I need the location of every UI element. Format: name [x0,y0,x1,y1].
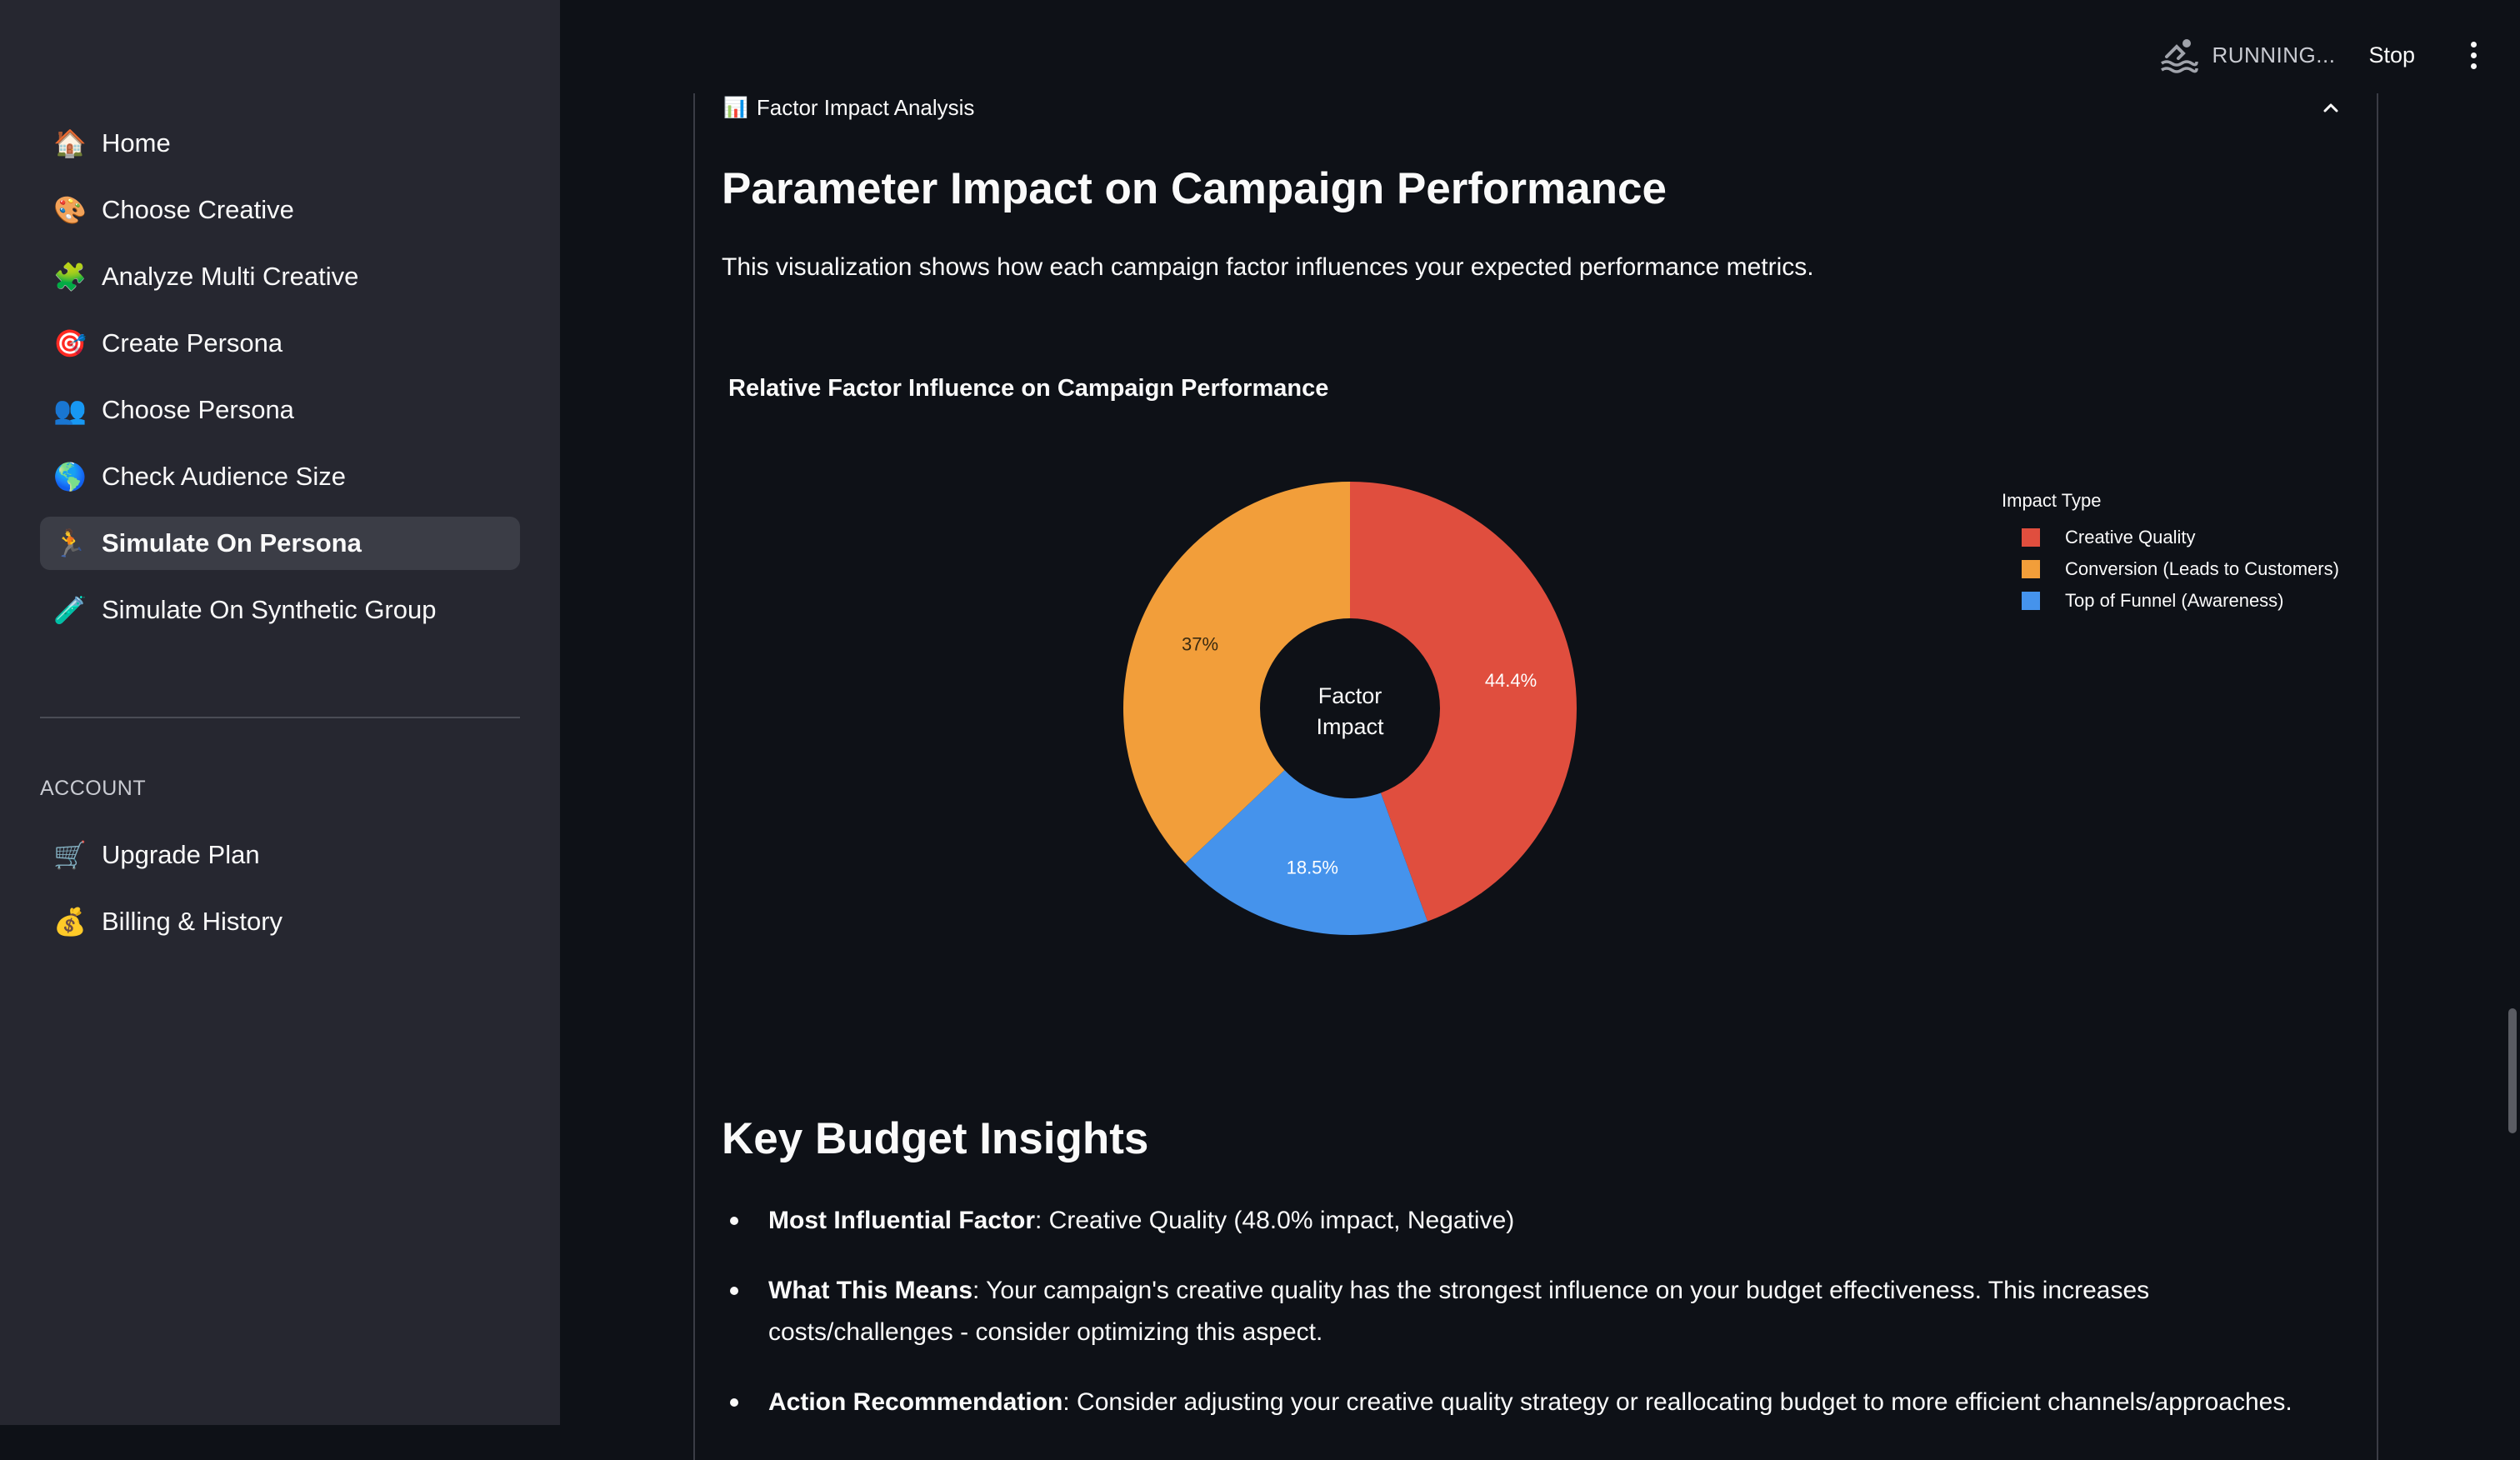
insight-label: What This Means [768,1277,973,1304]
legend-item[interactable]: Conversion (Leads to Customers) [2002,553,2339,585]
legend-swatch [2022,592,2040,610]
page-title: Parameter Impact on Campaign Performance [722,164,1667,213]
legend-title: Impact Type [2002,490,2102,511]
expander-title: Factor Impact Analysis [756,94,975,120]
chart-legend: Impact Type Creative Quality Conversion (… [2002,490,2339,617]
sidebar-item-upgrade-plan[interactable]: 🛒 Upgrade Plan [40,828,520,882]
sidebar-divider [40,717,520,718]
insight-text: : Consider adjusting your creative quali… [1062,1388,2292,1416]
palette-icon: 🎨 [53,195,87,225]
sidebar-item-analyze-multi-creative[interactable]: 🧩 Analyze Multi Creative [40,250,520,303]
pie-slice-creative-quality[interactable] [1350,482,1577,922]
sidebar-item-label: Choose Creative [102,195,294,224]
insight-text: : Creative Quality (48.0% impact, Negati… [1035,1207,1515,1234]
insight-label: Action Recommendation [768,1388,1063,1416]
insights-list: Most Influential Factor: Creative Qualit… [722,1200,2338,1452]
list-item: What This Means: Your campaign's creativ… [722,1270,2338,1353]
expander-header[interactable]: 📊 Factor Impact Analysis [723,93,974,122]
sidebar-item-label: Create Persona [102,328,283,358]
sidebar-item-choose-persona[interactable]: 👥 Choose Persona [40,383,520,437]
list-item: Most Influential Factor: Creative Qualit… [722,1200,2338,1242]
sidebar-item-label: Billing & History [102,907,283,936]
sidebar-item-check-audience-size[interactable]: 🌎 Check Audience Size [40,450,520,503]
sidebar-item-label: Upgrade Plan [102,840,260,869]
stop-button[interactable]: Stop [2368,42,2415,68]
cart-icon: 🛒 [53,840,87,870]
test-tube-icon: 🧪 [53,595,87,625]
sidebar-item-home[interactable]: 🏠 Home [40,117,520,170]
running-person-icon: 🏃 [53,528,87,558]
legend-label: Creative Quality [2065,527,2196,548]
target-icon: 🎯 [53,328,87,358]
account-nav: 🛒 Upgrade Plan 💰 Billing & History [40,828,520,962]
bar-chart-icon: 📊 [723,96,748,119]
people-icon: 👥 [53,395,87,425]
menu-dot-icon [2470,41,2477,48]
menu-dot-icon [2470,62,2477,69]
sidebar: 🏠 Home 🎨 Choose Creative 🧩 Analyze Multi Crea… [0,0,560,1425]
main-scrollbar[interactable] [2508,1008,2517,1133]
legend-swatch [2022,560,2040,578]
sidebar-nav: 🏠 Home 🎨 Choose Creative 🧩 Analyze Multi Crea… [40,117,520,650]
globe-icon: 🌎 [53,462,87,492]
donut-center-label: Impact [1316,714,1384,739]
legend-swatch [2022,528,2040,547]
running-status: RUNNING... [2212,42,2336,68]
pie-slice-conversion-leads-to-customers[interactable] [1123,482,1350,864]
account-section-label: ACCOUNT [40,777,147,800]
sidebar-item-create-persona[interactable]: 🎯 Create Persona [40,317,520,370]
sidebar-item-label: Home [102,128,171,158]
insight-text: : Your campaign's creative quality has t… [768,1277,2150,1346]
sidebar-item-simulate-on-persona[interactable]: 🏃 Simulate On Persona [40,517,520,570]
menu-dot-icon [2470,52,2477,58]
factor-impact-expander: 📊 Factor Impact Analysis [693,93,2378,1460]
top-bar: RUNNING... Stop [2158,30,2520,80]
legend-label: Top of Funnel (Awareness) [2065,590,2284,611]
donut-center-label: Factor [1318,683,1382,708]
sidebar-item-label: Simulate On Persona [102,528,362,558]
sidebar-item-simulate-on-synthetic-group[interactable]: 🧪 Simulate On Synthetic Group [40,583,520,637]
legend-item[interactable]: Top of Funnel (Awareness) [2002,585,2339,617]
sidebar-item-label: Simulate On Synthetic Group [102,595,437,624]
legend-label: Conversion (Leads to Customers) [2065,558,2339,579]
money-bag-icon: 💰 [53,907,87,937]
sidebar-item-label: Choose Persona [102,395,294,424]
sidebar-item-choose-creative[interactable]: 🎨 Choose Creative [40,183,520,237]
insights-heading: Key Budget Insights [722,1114,1149,1163]
sidebar-item-label: Analyze Multi Creative [102,262,359,291]
main-menu-button[interactable] [2458,35,2488,75]
sidebar-item-label: Check Audience Size [102,462,346,491]
sidebar-item-billing-history[interactable]: 💰 Billing & History [40,895,520,948]
chevron-up-icon[interactable] [2320,97,2342,118]
slice-data-label: 37% [1182,633,1218,654]
legend-item[interactable]: Creative Quality [2002,522,2339,553]
list-item: Action Recommendation: Consider adjustin… [722,1382,2338,1423]
swimmer-icon [2161,39,2199,73]
donut-chart: 44.4% 18.5% 37% Factor Impact [1123,482,1577,935]
home-icon: 🏠 [53,128,87,158]
page-description: This visualization shows how each campai… [722,253,1814,281]
insight-label: Most Influential Factor [768,1207,1036,1234]
puzzle-icon: 🧩 [53,262,87,292]
chart-title: Relative Factor Influence on Campaign Pe… [728,375,1329,402]
slice-data-label: 44.4% [1485,670,1537,691]
slice-data-label: 18.5% [1287,858,1338,878]
pie-slice-top-of-funnel-awareness[interactable] [1185,770,1428,935]
